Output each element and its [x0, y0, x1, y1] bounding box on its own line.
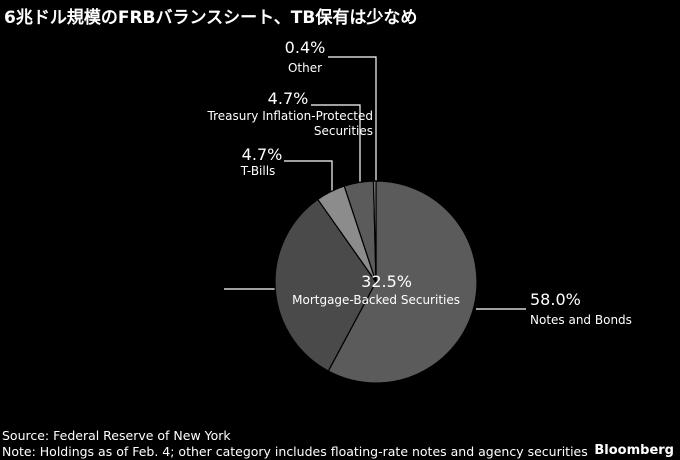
leader-line: [328, 56, 377, 183]
pie-slice: [327, 180, 478, 384]
leader-line: [311, 104, 361, 186]
source: Source: Federal Reserve of New York: [2, 428, 231, 443]
chart-title: 6兆ドル規模のFRBバランスシート、TB保有は少なめ: [4, 8, 418, 28]
value-label: 4.7%: [241, 145, 283, 164]
pie-slice: [372, 180, 377, 283]
category-label: Notes and Bonds: [530, 313, 632, 327]
value-label: 58.0%: [530, 290, 581, 309]
category-label: Treasury Inflation-Protected Securities: [207, 109, 373, 138]
leader-line: [284, 160, 333, 192]
value-label: 4.7%: [267, 89, 309, 108]
note: Note: Holdings as of Feb. 4; other categ…: [2, 444, 588, 459]
pie-slice: [274, 198, 377, 372]
category-label: T-Bills: [240, 164, 276, 178]
brand: Bloomberg: [594, 443, 674, 458]
value-label: 0.4%: [284, 38, 326, 57]
leader-lines: [224, 56, 526, 310]
category-label: Mortgage-Backed Securities: [292, 293, 460, 307]
category-label: Other: [287, 61, 323, 75]
value-label: 32.5%: [361, 272, 412, 291]
